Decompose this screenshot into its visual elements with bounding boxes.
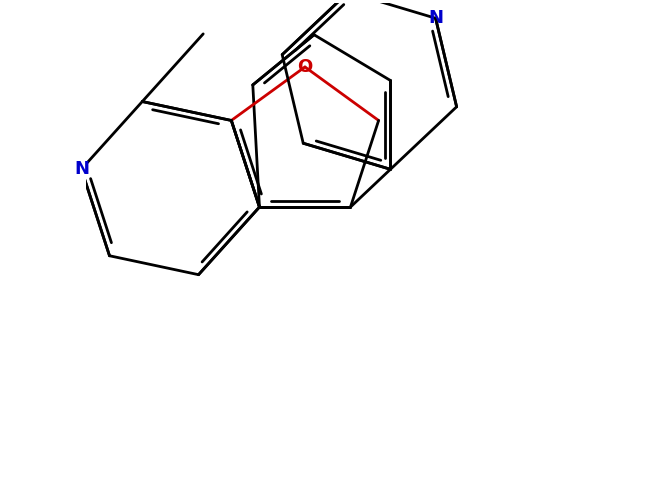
Text: O: O bbox=[297, 58, 313, 76]
Text: N: N bbox=[74, 160, 89, 178]
Text: N: N bbox=[428, 9, 443, 27]
